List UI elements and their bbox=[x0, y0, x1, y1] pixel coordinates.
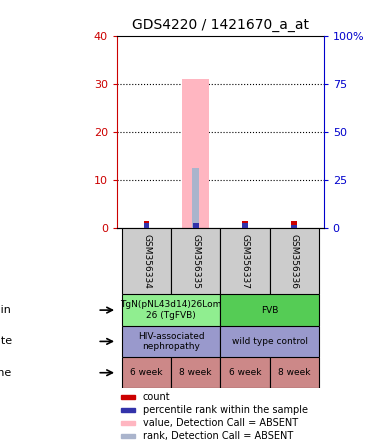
Text: 6 week: 6 week bbox=[130, 368, 163, 377]
Bar bbox=[193, 223, 199, 228]
Text: wild type control: wild type control bbox=[232, 337, 308, 346]
Text: time: time bbox=[0, 368, 12, 378]
Bar bbox=[220, 228, 269, 294]
Bar bbox=[220, 357, 269, 388]
Bar bbox=[171, 228, 220, 294]
Bar bbox=[144, 223, 149, 228]
Text: percentile rank within the sample: percentile rank within the sample bbox=[143, 405, 308, 415]
Text: 6 week: 6 week bbox=[229, 368, 261, 377]
Bar bbox=[121, 408, 135, 412]
Bar bbox=[291, 225, 297, 228]
Bar bbox=[171, 357, 220, 388]
Bar bbox=[220, 326, 319, 357]
Text: GSM356336: GSM356336 bbox=[290, 234, 299, 289]
Text: count: count bbox=[143, 392, 170, 402]
Text: HIV-associated
nephropathy: HIV-associated nephropathy bbox=[138, 332, 204, 351]
Text: disease state: disease state bbox=[0, 337, 12, 346]
Bar bbox=[122, 357, 171, 388]
Bar bbox=[242, 223, 248, 228]
Text: rank, Detection Call = ABSENT: rank, Detection Call = ABSENT bbox=[143, 431, 293, 440]
Title: GDS4220 / 1421670_a_at: GDS4220 / 1421670_a_at bbox=[132, 18, 309, 32]
Text: strain: strain bbox=[0, 305, 12, 315]
Text: GSM356335: GSM356335 bbox=[191, 234, 200, 289]
Bar bbox=[242, 221, 248, 228]
Text: FVB: FVB bbox=[261, 305, 278, 315]
Bar bbox=[269, 357, 319, 388]
Text: GSM356337: GSM356337 bbox=[241, 234, 250, 289]
Bar bbox=[144, 221, 149, 228]
Text: 8 week: 8 week bbox=[179, 368, 212, 377]
Text: GSM356334: GSM356334 bbox=[142, 234, 151, 289]
Bar bbox=[122, 294, 220, 326]
Text: value, Detection Call = ABSENT: value, Detection Call = ABSENT bbox=[143, 418, 298, 428]
Bar bbox=[121, 395, 135, 399]
Bar bbox=[121, 421, 135, 425]
Bar bbox=[122, 228, 171, 294]
Bar bbox=[122, 326, 220, 357]
Bar bbox=[193, 221, 199, 228]
Text: TgN(pNL43d14)26Lom
26 (TgFVB): TgN(pNL43d14)26Lom 26 (TgFVB) bbox=[121, 301, 222, 320]
Bar bbox=[182, 79, 209, 228]
Bar bbox=[121, 434, 135, 438]
Bar bbox=[291, 221, 297, 228]
Text: 8 week: 8 week bbox=[278, 368, 310, 377]
Bar bbox=[192, 168, 199, 228]
Bar bbox=[269, 228, 319, 294]
Bar bbox=[220, 294, 319, 326]
